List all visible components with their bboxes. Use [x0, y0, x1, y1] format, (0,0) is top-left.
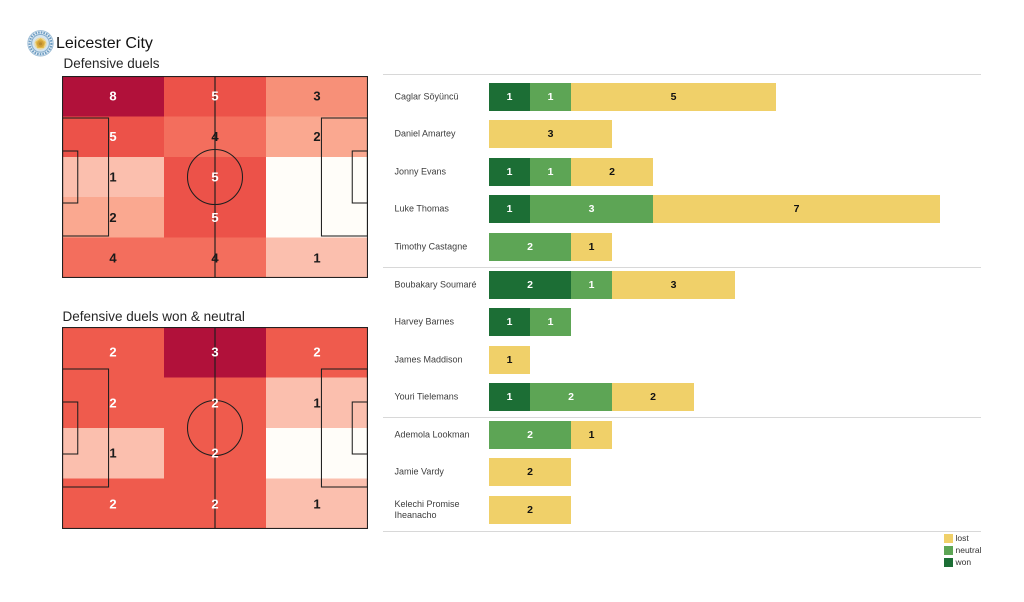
svg-text:4: 4 — [109, 250, 117, 265]
svg-text:1: 1 — [109, 169, 116, 184]
svg-text:5: 5 — [211, 169, 218, 184]
svg-text:5: 5 — [211, 88, 218, 103]
svg-text:3: 3 — [211, 345, 218, 360]
svg-text:1: 1 — [313, 395, 320, 410]
svg-text:4: 4 — [211, 129, 219, 144]
svg-text:2: 2 — [109, 209, 116, 224]
svg-text:2: 2 — [313, 129, 320, 144]
svg-text:4: 4 — [211, 250, 219, 265]
svg-text:2: 2 — [109, 345, 116, 360]
svg-text:5: 5 — [109, 129, 116, 144]
svg-text:2: 2 — [211, 446, 218, 461]
svg-text:2: 2 — [211, 395, 218, 410]
svg-text:1: 1 — [313, 250, 320, 265]
svg-text:1: 1 — [109, 446, 116, 461]
svg-text:5: 5 — [211, 209, 218, 224]
svg-text:2: 2 — [211, 496, 218, 511]
svg-text:8: 8 — [109, 88, 116, 103]
svg-text:2: 2 — [313, 345, 320, 360]
svg-text:1: 1 — [313, 496, 320, 511]
svg-text:2: 2 — [109, 496, 116, 511]
svg-text:3: 3 — [313, 88, 320, 103]
svg-text:2: 2 — [109, 395, 116, 410]
